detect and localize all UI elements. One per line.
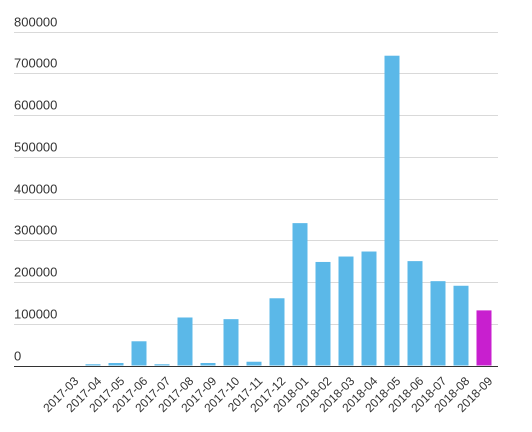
bar-2018-02 xyxy=(315,261,331,366)
bar-2017-06 xyxy=(131,341,147,366)
y-tick-label: 700000 xyxy=(14,56,57,71)
y-tick-label: 300000 xyxy=(14,223,57,238)
bar-2018-03 xyxy=(338,256,354,366)
x-axis-tick-labels: 2017-032017-042017-052017-062017-072017-… xyxy=(40,374,495,415)
bar-2018-09 xyxy=(476,310,492,366)
bar-2018-01 xyxy=(292,223,308,366)
bar-2017-11 xyxy=(246,361,262,366)
y-tick-label: 800000 xyxy=(14,15,57,30)
bar-2017-05 xyxy=(108,362,124,366)
y-tick-label: 400000 xyxy=(14,182,57,197)
y-tick-label: 500000 xyxy=(14,140,57,155)
bar-2018-08 xyxy=(453,285,469,366)
y-tick-label: 0 xyxy=(14,349,21,364)
bar-2017-10 xyxy=(223,319,239,366)
bar-2017-07 xyxy=(154,364,170,366)
y-tick-label: 600000 xyxy=(14,98,57,113)
y-tick-label: 100000 xyxy=(14,307,57,322)
grid-lines xyxy=(14,32,498,367)
bar-2017-12 xyxy=(269,298,285,366)
bar-2017-09 xyxy=(200,362,216,366)
y-tick-label: 200000 xyxy=(14,265,57,280)
bar-2018-07 xyxy=(430,281,446,366)
bar-2018-06 xyxy=(407,261,423,366)
bars xyxy=(85,55,492,366)
bar-2018-05 xyxy=(384,55,400,366)
bar-2018-04 xyxy=(361,251,377,366)
y-axis-tick-labels: 0 100000 200000 300000 400000 500000 600000 700… xyxy=(14,15,57,364)
bar-2017-04 xyxy=(85,364,101,366)
bar-2017-08 xyxy=(177,317,193,366)
